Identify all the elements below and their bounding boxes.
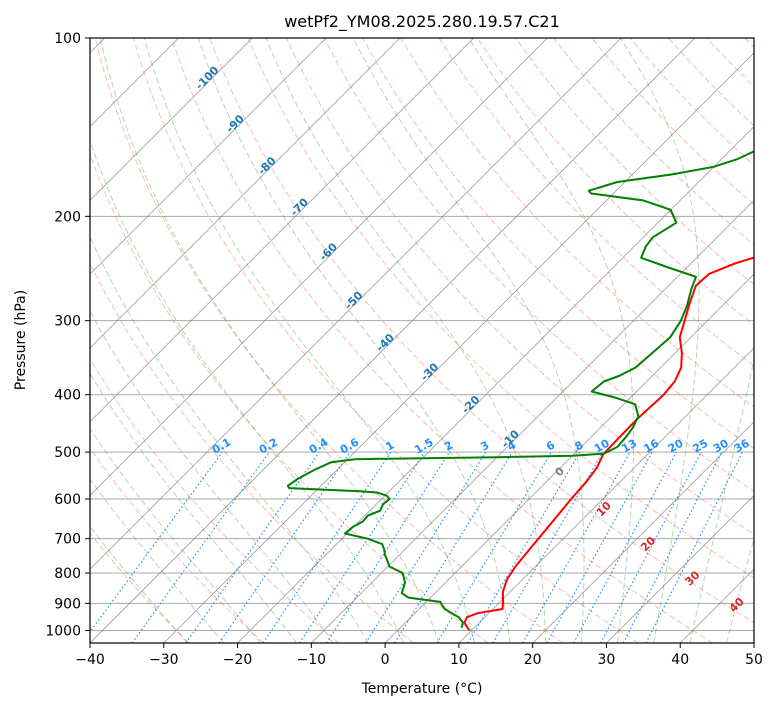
dry-adiabat-line	[57, 38, 488, 643]
mixing-ratio-label: 36	[732, 436, 752, 455]
mixing-ratio-line	[547, 452, 652, 643]
dry-adiabat-line	[363, 38, 775, 643]
isotherm-label: -20	[459, 393, 482, 416]
mixing-ratio-label: 3	[478, 439, 491, 454]
x-tick-label: −20	[223, 652, 253, 668]
mixing-ratio-label: 10	[592, 436, 612, 455]
dry-adiabat-line	[707, 38, 775, 643]
y-tick-label: 200	[54, 209, 81, 225]
isotherm-line	[754, 38, 775, 643]
mixing-ratio-label: 16	[642, 436, 662, 455]
dry-adiabat-line	[592, 38, 775, 643]
isotherm-line	[680, 38, 775, 643]
mixing-ratio-label: 0.1	[210, 436, 233, 457]
moist-adiabat-label: 30	[683, 568, 703, 588]
dry-adiabat-line	[439, 38, 775, 643]
mixing-ratio-label: 25	[691, 437, 711, 456]
mixing-ratio-line	[263, 452, 391, 643]
y-tick-label: 800	[54, 566, 81, 582]
moist-adiabat-label: 20	[638, 534, 658, 554]
moist-adiabat-label: 40	[727, 595, 747, 615]
moist-adiabat-line	[4, 38, 333, 643]
isotherm-label: -100	[193, 64, 222, 93]
isotherm-line	[385, 38, 775, 643]
isotherm-line	[0, 38, 326, 643]
mixing-ratio-label: 2	[442, 439, 455, 454]
isotherm-label: -10	[499, 427, 522, 450]
isotherm-label: -70	[288, 195, 311, 218]
x-tick-label: 50	[745, 652, 763, 668]
mixing-ratio-label: 13	[619, 437, 639, 456]
y-tick-label: 500	[54, 445, 81, 461]
mixing-ratio-label: 0.4	[307, 435, 331, 456]
mixing-ratio-line	[326, 452, 449, 643]
y-tick-label: 1000	[45, 623, 81, 639]
isotherm-line	[0, 38, 400, 643]
mixing-ratio-label: 0.2	[257, 436, 280, 457]
isotherm-line	[533, 38, 775, 643]
moist-adiabat-line	[0, 38, 224, 643]
isotherm-line	[164, 38, 769, 643]
y-tick-label: 900	[54, 596, 81, 612]
moist-adiabat-line	[32, 38, 368, 643]
x-tick-label: 30	[598, 652, 616, 668]
y-axis: 100 200 300 400 500 600 700 800 900 1000	[45, 31, 90, 639]
x-tick-label: −10	[297, 652, 327, 668]
moist-adiabat-line	[690, 38, 775, 643]
mixing-ratio-label: 8	[573, 439, 586, 454]
isotherm-line	[16, 38, 621, 643]
x-axis-label: Temperature (°C)	[361, 681, 483, 697]
x-tick-label: −30	[149, 652, 179, 668]
dry-adiabat-line	[19, 38, 414, 643]
mixing-ratio-label: 20	[666, 436, 686, 455]
mixing-ratio-line	[300, 452, 425, 643]
data-lines	[288, 38, 775, 630]
y-tick-label: 100	[54, 31, 81, 47]
moist-adiabat-line	[727, 38, 775, 643]
x-tick-label: 20	[524, 652, 542, 668]
dry-adiabat-line	[477, 38, 775, 643]
isotherm-label: -80	[255, 154, 278, 177]
isotherm-label: -40	[374, 331, 397, 354]
mixing-ratio-label: 1.5	[412, 436, 435, 457]
mixing-ratio-label: 30	[711, 436, 731, 455]
dry-adiabat-line	[630, 38, 775, 643]
dry-adiabat-line	[0, 38, 339, 643]
dry-adiabat-line	[0, 38, 264, 643]
mixing-ratio-label: 6	[544, 438, 557, 453]
y-tick-label: 700	[54, 532, 81, 548]
x-tick-label: −40	[75, 652, 105, 668]
isotherm-line	[459, 38, 775, 643]
isotherm-label: -60	[317, 240, 340, 263]
mixing-ratio-line	[523, 452, 630, 643]
chart-title: wetPf2_YM08.2025.280.19.57.C21	[284, 12, 560, 32]
y-tick-label: 400	[54, 388, 81, 404]
dry-adiabat-line	[554, 38, 775, 643]
x-tick-label: 40	[671, 652, 689, 668]
y-axis-label: Pressure (hPa)	[13, 290, 29, 390]
temperature-profile	[465, 41, 775, 631]
moist-adiabat-line	[0, 38, 260, 643]
mixing-ratio-label: 0.6	[338, 435, 362, 456]
isotherm-line	[606, 38, 775, 643]
mixing-ratio-line	[82, 452, 223, 643]
isotherm-label: -50	[342, 289, 365, 312]
dry-adiabat-line	[172, 38, 713, 643]
moist-adiabat-line	[469, 38, 634, 643]
isotherm-line	[0, 38, 547, 643]
x-tick-label: 10	[450, 652, 468, 668]
isotherm-line	[0, 38, 252, 643]
x-axis: −40 −30 −20 −10 0 10 20 30 40 50	[75, 643, 763, 668]
x-tick-label: 0	[381, 652, 390, 668]
dry-adiabat-line	[745, 38, 775, 643]
y-tick-label: 300	[54, 314, 81, 330]
y-tick-label: 600	[54, 492, 81, 508]
